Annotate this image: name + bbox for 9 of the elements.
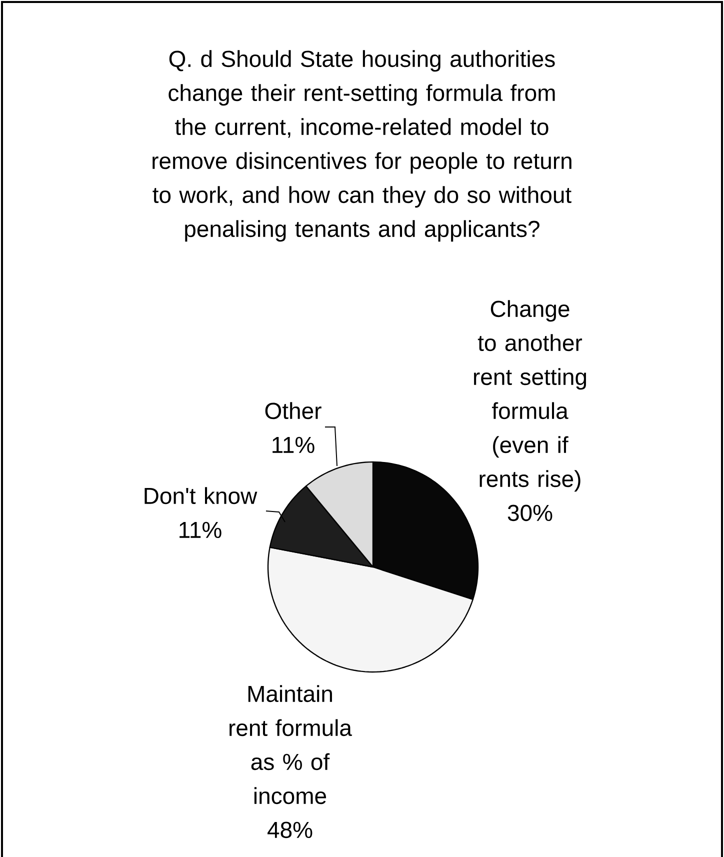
- slice-label: Other: [265, 402, 322, 420]
- data-label: 30%: [508, 504, 552, 522]
- slice-label: Maintain rent formula as % of income: [230, 685, 352, 804]
- data-label: 11%: [272, 436, 314, 453]
- slice-label: Change to another rent setting formula (even if rents rise): [474, 300, 586, 492]
- slice-label: Don't know: [144, 487, 258, 504]
- data-label: 48%: [268, 822, 312, 838]
- data-label: 11%: [180, 522, 222, 538]
- chart-title: Q. d Should State housing authorities change their rent-setting formula from the current, income-related model to remove disincentives for people to return to work, and how can they do so without penalising tenants and applicants?: [152, 50, 572, 242]
